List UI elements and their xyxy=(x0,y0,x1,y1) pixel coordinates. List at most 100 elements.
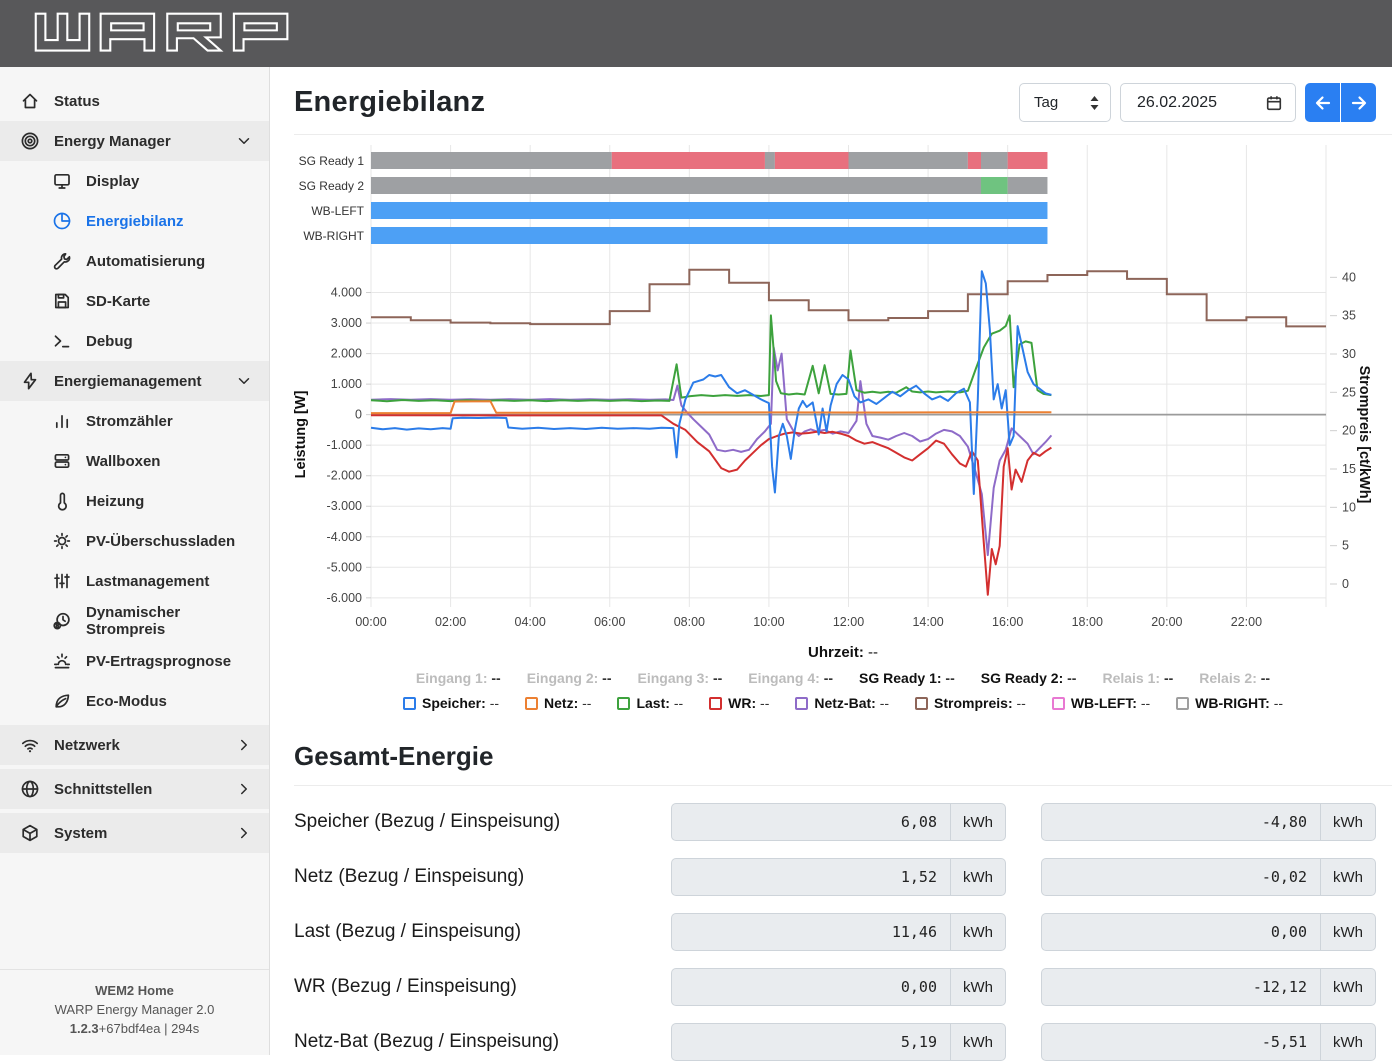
bezug-value-group: 5,19kWh xyxy=(671,1023,1006,1061)
sidebar-item-label: PV-Ertragsprognose xyxy=(86,653,231,670)
sidebar-item-label: SD-Karte xyxy=(86,293,150,310)
bezug-value-group: 0,00kWh xyxy=(671,968,1006,1006)
status-bar-segment xyxy=(371,227,1047,244)
einspeisung-value-group: -4,80kWh xyxy=(1041,803,1376,841)
svg-text:04:00: 04:00 xyxy=(515,615,546,629)
range-select[interactable]: Tag xyxy=(1019,83,1111,122)
sidebar-item-dynamischer-strompreis[interactable]: Dynamischer Strompreis xyxy=(0,601,269,641)
chevron-right-icon xyxy=(235,824,253,842)
sidebar-item-pv-berschussladen[interactable]: PV-Überschussladen xyxy=(0,521,269,561)
sidebar-item-label: Schnittstellen xyxy=(54,781,152,798)
left-axis-title: Leistung [W] xyxy=(293,390,309,478)
unit-label: kWh xyxy=(950,913,1006,951)
sidebar-item-heizung[interactable]: Heizung xyxy=(0,481,269,521)
sidebar-item-system[interactable]: System xyxy=(0,813,269,853)
legend-color-swatch xyxy=(617,697,630,710)
legend-sg-ready-1[interactable]: SG Ready 1: -- xyxy=(859,670,955,686)
sidebar-item-pv-ertragsprognose[interactable]: PV-Ertragsprognose xyxy=(0,641,269,681)
sidebar-item-netzwerk[interactable]: Netzwerk xyxy=(0,725,269,765)
status-bar-label: SG Ready 2 xyxy=(299,179,365,193)
totals-heading: Gesamt-Energie xyxy=(294,741,1392,786)
sidebar-item-lastmanagement[interactable]: Lastmanagement xyxy=(0,561,269,601)
legend-eingang-1[interactable]: Eingang 1: -- xyxy=(416,670,501,686)
calendar-icon xyxy=(1265,94,1283,112)
legend-eingang-2[interactable]: Eingang 2: -- xyxy=(527,670,612,686)
legend-eingang-4[interactable]: Eingang 4: -- xyxy=(748,670,833,686)
svg-text:18:00: 18:00 xyxy=(1072,615,1103,629)
legend-sg-ready-2[interactable]: SG Ready 2: -- xyxy=(981,670,1077,686)
sidebar-item-sd-karte[interactable]: SD-Karte xyxy=(0,281,269,321)
sidebar-item-energiebilanz[interactable]: Energiebilanz xyxy=(0,201,269,241)
sidebar-item-label: System xyxy=(54,825,107,842)
sidebar-item-status[interactable]: Status xyxy=(0,81,269,121)
sidebar-item-energiemanagement[interactable]: Energiemanagement xyxy=(0,361,269,401)
sidebar-item-label: Debug xyxy=(86,333,133,350)
energy-chart[interactable]: SG Ready 1SG Ready 2WB-LEFTWB-RIGHT4.000… xyxy=(290,145,1392,642)
svg-text:3.000: 3.000 xyxy=(331,316,362,330)
sidebar-item-display[interactable]: Display xyxy=(0,161,269,201)
sidebar-item-stromz-hler[interactable]: Stromzähler xyxy=(0,401,269,441)
total-row-label: Speicher (Bezug / Einspeisung) xyxy=(294,811,671,833)
svg-text:4.000: 4.000 xyxy=(331,286,362,300)
display-icon xyxy=(52,171,72,191)
legend-wb-right[interactable]: WB-RIGHT: -- xyxy=(1176,695,1283,711)
legend-wb-left[interactable]: WB-LEFT: -- xyxy=(1052,695,1150,711)
legend-relais-1[interactable]: Relais 1: -- xyxy=(1102,670,1173,686)
sidebar-item-label: Heizung xyxy=(86,493,144,510)
legend-wr[interactable]: WR: -- xyxy=(709,695,769,711)
total-row-wr: WR (Bezug / Einspeisung)0,00kWh-12,12kWh xyxy=(294,968,1392,1006)
legend-speicher[interactable]: Speicher: -- xyxy=(403,695,499,711)
sidebar: StatusEnergy ManagerDisplayEnergiebilanz… xyxy=(0,67,270,1055)
sidebar-item-schnittstellen[interactable]: Schnittstellen xyxy=(0,769,269,809)
next-day-button[interactable] xyxy=(1341,83,1376,122)
sidebar-item-automatisierung[interactable]: Automatisierung xyxy=(0,241,269,281)
legend-strompreis[interactable]: Strompreis: -- xyxy=(915,695,1026,711)
legend-color-swatch xyxy=(795,697,808,710)
legend-netz-bat[interactable]: Netz-Bat: -- xyxy=(795,695,889,711)
sidebar-item-debug[interactable]: Debug xyxy=(0,321,269,361)
legend-netz[interactable]: Netz: -- xyxy=(525,695,591,711)
einspeisung-value: 0,00 xyxy=(1041,913,1320,951)
arrow-right-icon xyxy=(1349,93,1369,113)
legend-inputs-row: Eingang 1: -- Eingang 2: -- Eingang 3: -- E… xyxy=(294,670,1392,686)
legend-relais-2[interactable]: Relais 2: -- xyxy=(1199,670,1270,686)
sidebar-item-eco-modus[interactable]: Eco-Modus xyxy=(0,681,269,721)
clockdollar-icon xyxy=(52,611,72,631)
netz-line xyxy=(371,401,1051,413)
einspeisung-value-group: -5,51kWh xyxy=(1041,1023,1376,1061)
sidebar-item-wallboxen[interactable]: Wallboxen xyxy=(0,441,269,481)
wrench-icon xyxy=(52,251,72,271)
date-nav xyxy=(1305,83,1376,122)
status-bar-segment xyxy=(1008,177,1048,194)
svg-text:0: 0 xyxy=(355,408,362,422)
leaf-icon xyxy=(52,691,72,711)
svg-text:02:00: 02:00 xyxy=(435,615,466,629)
terminal-icon xyxy=(52,331,72,351)
legend-color-swatch xyxy=(709,697,722,710)
svg-text:-4.000: -4.000 xyxy=(327,530,362,544)
right-axis-title: Strompreis [ct/kWh] xyxy=(1356,366,1372,504)
sidebar-item-energy-manager[interactable]: Energy Manager xyxy=(0,121,269,161)
sidebar-item-label: Stromzähler xyxy=(86,413,173,430)
svg-text:-2.000: -2.000 xyxy=(327,469,362,483)
svg-text:12:00: 12:00 xyxy=(833,615,864,629)
status-bar-label: SG Ready 1 xyxy=(299,154,365,168)
einspeisung-value: -12,12 xyxy=(1041,968,1320,1006)
save-icon xyxy=(52,291,72,311)
date-controls: Tag 26.02.2025 xyxy=(1019,83,1376,122)
date-input[interactable]: 26.02.2025 xyxy=(1120,83,1296,122)
svg-text:40: 40 xyxy=(1342,270,1356,284)
sun-icon xyxy=(52,531,72,551)
server-icon xyxy=(52,451,72,471)
legend-color-swatch xyxy=(1176,697,1189,710)
sidebar-item-label: Automatisierung xyxy=(86,253,205,270)
unit-label: kWh xyxy=(950,858,1006,896)
legend-eingang-3[interactable]: Eingang 3: -- xyxy=(637,670,722,686)
status-bar-segment xyxy=(1008,152,1048,169)
total-row-label: Last (Bezug / Einspeisung) xyxy=(294,921,671,943)
legend-last[interactable]: Last: -- xyxy=(617,695,683,711)
main-content: Energiebilanz Tag 26.02.2025 xyxy=(270,67,1392,1061)
unit-label: kWh xyxy=(1320,803,1376,841)
svg-text:35: 35 xyxy=(1342,309,1356,323)
prev-day-button[interactable] xyxy=(1305,83,1340,122)
